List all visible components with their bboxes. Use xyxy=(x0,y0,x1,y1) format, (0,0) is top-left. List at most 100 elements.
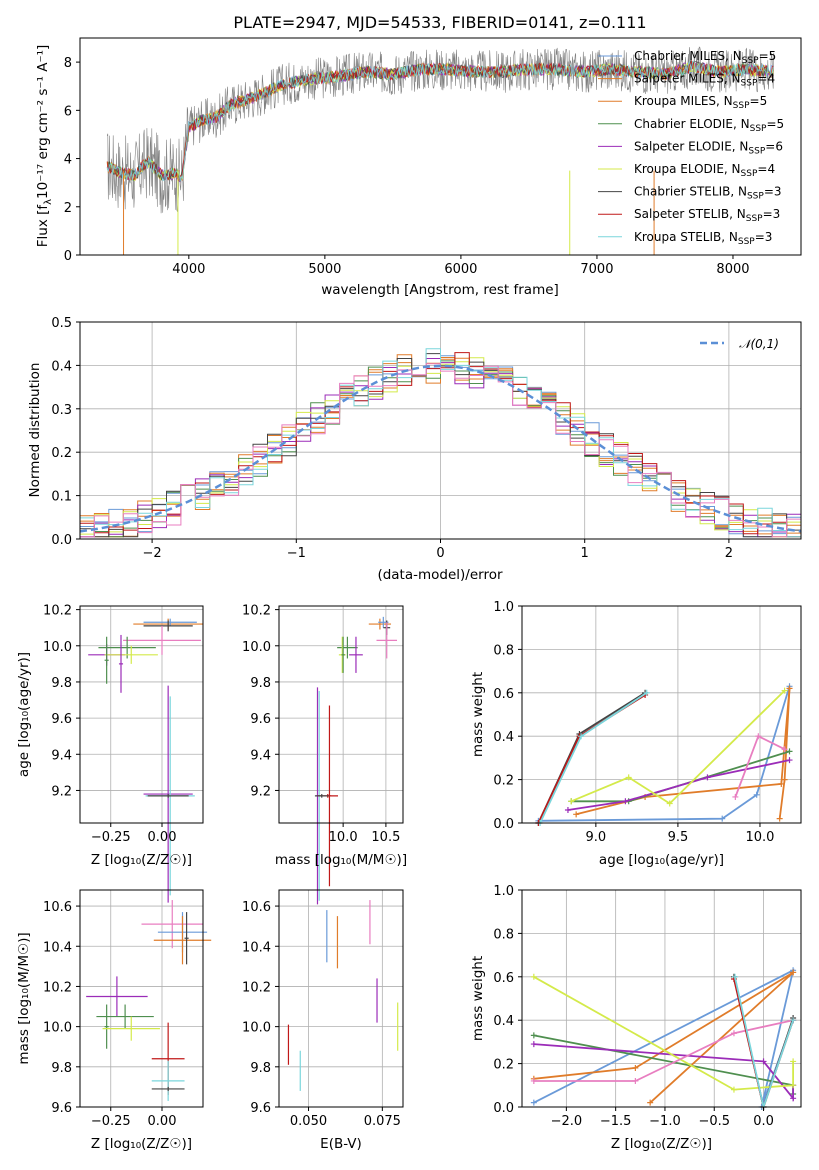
x-tick-label: 10.0 xyxy=(329,830,358,845)
legend-label: Chabrier MILES, NSSP=5 xyxy=(634,49,776,66)
y-tick-label: 0.4 xyxy=(493,1014,514,1029)
mass-vs-EBV-panel: 0.050 0.075 9.6 9.8 10.0 10.2 10.4 10.6 E(B-V) xyxy=(242,889,404,1152)
weight-marker xyxy=(776,815,783,822)
y-tick-label: 9.8 xyxy=(250,1061,271,1076)
y-tick-label: 10.0 xyxy=(43,640,72,655)
x-tick-label: 4000 xyxy=(172,262,205,277)
spectrum-ticks: 4000 5000 6000 7000 8000 0 2 4 6 8 xyxy=(64,56,750,277)
weight-marker xyxy=(753,791,760,798)
y-tick-label: 9.6 xyxy=(51,1101,72,1116)
weight-marker xyxy=(790,969,797,976)
x-tick-label: 0.0 xyxy=(753,1114,774,1129)
x-axis-label: E(B-V) xyxy=(320,1136,362,1152)
weight-series-line xyxy=(533,976,794,1091)
weight-marker xyxy=(530,1041,537,1048)
y-tick-label: 0.0 xyxy=(493,1101,514,1116)
legend-label: Chabrier STELIB, NSSP=3 xyxy=(634,185,782,202)
y-tick-label: 1.0 xyxy=(493,600,514,615)
errorbar-point xyxy=(104,645,158,664)
x-tick-label: 9.0 xyxy=(586,830,607,845)
weight-vs-age-panel: 9.0 9.5 10.0 0.0 0.2 0.4 0.6 0.8 1.0 age [log₁₀(a… xyxy=(470,600,802,868)
x-tick-label: 0.075 xyxy=(364,1114,401,1129)
x-tick-label: 10.5 xyxy=(371,830,400,845)
y-tick-label: 0.1 xyxy=(51,490,72,505)
normal-legend-label: 𝒩(0,1) xyxy=(739,337,779,351)
x-tick-label: 6000 xyxy=(444,262,477,277)
y-tick-label: 9.2 xyxy=(250,784,271,799)
histogram-xlabel: (data-model)/error xyxy=(377,567,503,583)
x-axis-label: Z [log₁₀(Z/Z☉)] xyxy=(91,1136,192,1152)
histogram-legend: 𝒩(0,1) xyxy=(700,337,779,351)
errorbar-point xyxy=(141,900,203,949)
y-tick-label: 0.4 xyxy=(493,730,514,745)
y-tick-label: 9.6 xyxy=(250,712,271,727)
errorbar-point xyxy=(104,1004,109,1049)
y-tick-label: 0.6 xyxy=(493,971,514,986)
errorbar-point xyxy=(102,1016,160,1041)
y-tick-label: 10.4 xyxy=(242,940,271,955)
weight-marker xyxy=(530,1099,537,1106)
weight-marker xyxy=(755,733,762,740)
histogram-step-line xyxy=(80,363,801,538)
y-tick-label: 10.6 xyxy=(242,900,271,915)
errorbar-point xyxy=(349,636,363,673)
weight-marker xyxy=(731,973,738,980)
y-tick-label: 9.8 xyxy=(51,1061,72,1076)
model-spectrum-line xyxy=(106,60,774,182)
weight-marker xyxy=(704,774,711,781)
y-tick-label: 2 xyxy=(64,201,72,216)
y-axis-label: age [log₁₀(age/yr)] xyxy=(16,652,32,777)
y-tick-label: 10.4 xyxy=(43,940,72,955)
x-tick-label: 10.0 xyxy=(745,830,774,845)
y-tick-label: 10.0 xyxy=(242,640,271,655)
y-tick-label: 0.0 xyxy=(51,533,72,548)
weight-marker xyxy=(573,811,580,818)
y-tick-label: 0.8 xyxy=(493,927,514,942)
errorbar-point xyxy=(314,794,329,798)
histogram-step-line xyxy=(80,348,801,538)
weight-series-line xyxy=(533,1043,794,1101)
weight-marker xyxy=(781,776,788,783)
errorbar-point xyxy=(123,625,201,655)
errorbar-point xyxy=(337,636,358,659)
weight-marker xyxy=(786,757,793,764)
y-tick-label: 10.0 xyxy=(43,1021,72,1036)
y-tick-label: 9.8 xyxy=(250,676,271,691)
weight-marker xyxy=(786,685,793,692)
errorbar-point xyxy=(153,916,212,965)
mass-vs-Z-panel: −0.25 0.00 9.6 9.8 10.0 10.2 10.4 10.6 Z [log₁₀(… xyxy=(16,889,212,1152)
legend-label: Kroupa ELODIE, NSSP=4 xyxy=(634,162,775,179)
weight-marker xyxy=(530,1077,537,1084)
errorbar-point xyxy=(104,636,109,684)
weight-marker xyxy=(719,815,726,822)
y-tick-label: 8 xyxy=(64,56,72,71)
model-spectrum-line xyxy=(106,59,774,182)
x-tick-label: −0.25 xyxy=(91,1114,131,1129)
y-tick-label: 10.2 xyxy=(43,980,72,995)
spectrum-traces xyxy=(106,46,775,255)
errorbar-point xyxy=(151,1060,185,1101)
spectrum-ylabel: Flux [fλ10⁻¹⁷ erg cm⁻² s⁻¹ A⁻¹] xyxy=(35,45,54,248)
y-tick-label: 10.6 xyxy=(43,900,72,915)
weight-marker xyxy=(790,1082,797,1089)
y-tick-label: 9.8 xyxy=(51,676,72,691)
axes-frame xyxy=(521,889,802,1108)
x-tick-label: 8000 xyxy=(716,262,749,277)
legend-label: Salpeter STELIB, NSSP=3 xyxy=(634,207,780,224)
x-tick-label: 9.5 xyxy=(668,830,689,845)
weight-marker xyxy=(760,1058,767,1065)
weight-series-line xyxy=(533,1019,794,1082)
weight-series-line xyxy=(570,689,786,805)
y-tick-label: 0.3 xyxy=(51,403,72,418)
legend-label: Kroupa MILES, NSSP=5 xyxy=(634,94,767,111)
y-tick-label: 0.4 xyxy=(51,359,72,374)
histogram-steps xyxy=(79,348,802,538)
weight-marker xyxy=(625,774,632,781)
errorbar-point xyxy=(147,794,189,798)
weight-series-line xyxy=(567,759,790,811)
x-tick-label: 0 xyxy=(436,546,444,561)
y-tick-label: 10.0 xyxy=(242,1021,271,1036)
y-tick-label: 0.8 xyxy=(493,643,514,658)
y-tick-label: 6 xyxy=(64,104,72,119)
